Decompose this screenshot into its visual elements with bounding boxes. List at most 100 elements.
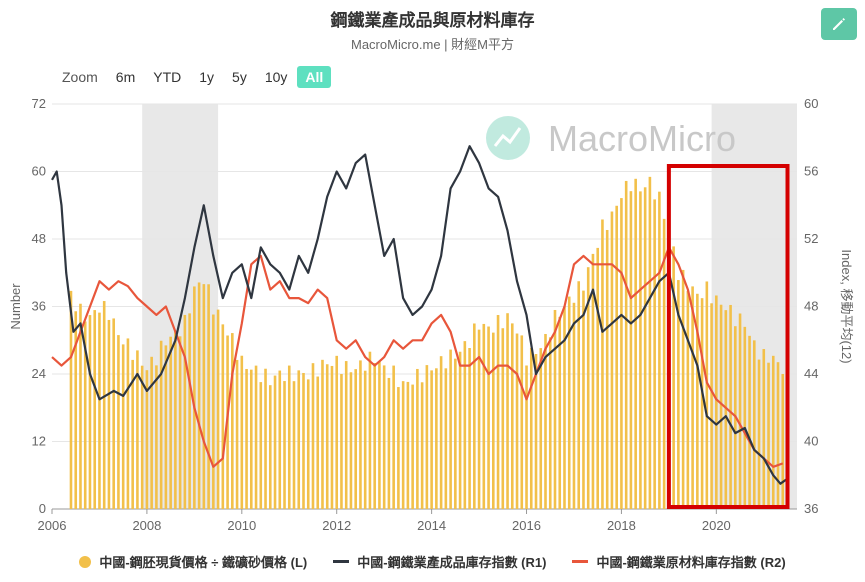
bar xyxy=(677,280,680,509)
bar xyxy=(159,340,163,509)
bar xyxy=(520,335,524,509)
zoom-label: Zoom xyxy=(62,69,98,85)
zoom-bar: Zoom 6m YTD 1y 5y 10y All xyxy=(62,66,333,88)
pencil-icon xyxy=(833,18,845,30)
legend: 中國-鋼胚現貨價格 ÷ 鐵礦砂價格 (L) 中國-鋼鐵業產成品庫存指數 (R1)… xyxy=(0,552,865,571)
bar xyxy=(212,314,215,509)
bar xyxy=(207,284,210,509)
bar xyxy=(605,229,609,509)
bar xyxy=(368,351,372,509)
bar xyxy=(496,315,500,509)
bar xyxy=(634,178,637,509)
bar xyxy=(548,337,552,509)
edit-button[interactable] xyxy=(821,8,857,40)
bar xyxy=(164,345,168,509)
bar xyxy=(672,246,675,509)
bar xyxy=(771,355,775,509)
bar xyxy=(567,296,571,509)
bar xyxy=(492,332,495,509)
y-left-tick-label: 0 xyxy=(39,501,46,516)
bar xyxy=(74,311,78,509)
bar xyxy=(344,361,348,509)
bar xyxy=(435,368,438,509)
bar xyxy=(107,319,111,509)
bar xyxy=(473,323,476,509)
bar xyxy=(757,359,761,509)
bar xyxy=(468,348,471,509)
bar xyxy=(287,365,291,509)
zoom-10y-button[interactable]: 10y xyxy=(264,69,288,85)
legend-item-r2[interactable]: 中國-鋼鐵業原材料庫存指數 (R2) xyxy=(572,552,786,571)
bar xyxy=(501,328,505,509)
bar xyxy=(197,282,201,509)
bar xyxy=(539,348,543,509)
bar xyxy=(359,360,362,509)
bar xyxy=(553,309,557,509)
bar xyxy=(392,365,395,509)
bar xyxy=(738,313,742,509)
bar xyxy=(620,198,623,509)
bar xyxy=(643,187,647,510)
bar xyxy=(458,351,462,509)
bar xyxy=(724,310,728,509)
bar xyxy=(193,286,196,509)
zoom-6m-button[interactable]: 6m xyxy=(115,69,136,85)
bar xyxy=(145,370,149,509)
bar xyxy=(710,303,713,509)
bar xyxy=(752,340,756,509)
bar xyxy=(235,359,239,509)
bar xyxy=(311,363,315,509)
legend-label-r2: 中國-鋼鐵業原材料庫存指數 (R2) xyxy=(596,555,786,570)
bar xyxy=(572,302,576,509)
y-right-tick-label: 48 xyxy=(804,299,818,314)
legend-item-r1[interactable]: 中國-鋼鐵業產成品庫存指數 (R1) xyxy=(333,552,546,571)
bar xyxy=(183,314,187,509)
watermark-trend-icon xyxy=(493,127,522,147)
bar xyxy=(354,369,357,509)
zoom-5y-button[interactable]: 5y xyxy=(232,69,247,85)
bar xyxy=(615,205,618,509)
bar xyxy=(586,267,590,509)
legend-item-bars[interactable]: 中國-鋼胚現貨價格 ÷ 鐵礦砂價格 (L) xyxy=(79,552,307,571)
bar xyxy=(686,290,690,509)
bar xyxy=(188,313,191,509)
y-left-tick-label: 72 xyxy=(32,96,46,111)
bar xyxy=(544,333,547,509)
bar xyxy=(776,362,780,509)
x-tick-label: 2006 xyxy=(38,518,67,533)
bar xyxy=(529,347,533,509)
zoom-ytd-button[interactable]: YTD xyxy=(153,69,182,85)
watermark-logo: MacroMicro xyxy=(486,116,736,160)
x-tick-label: 2010 xyxy=(227,518,256,533)
bar xyxy=(93,310,97,509)
bar xyxy=(98,312,101,509)
bar xyxy=(335,355,339,509)
bar xyxy=(264,368,267,509)
zoom-1y-button[interactable]: 1y xyxy=(199,69,215,85)
bar xyxy=(696,293,699,509)
bar xyxy=(273,375,277,509)
bar xyxy=(411,384,414,509)
zoom-all-button[interactable]: All xyxy=(297,66,332,88)
bar xyxy=(729,304,732,509)
bar xyxy=(762,349,766,509)
bar xyxy=(397,387,400,509)
bar xyxy=(325,364,329,509)
bar xyxy=(169,336,172,509)
bar xyxy=(121,344,125,509)
bar xyxy=(591,253,595,509)
bar xyxy=(126,338,130,509)
bar xyxy=(240,355,244,509)
bar xyxy=(174,330,177,509)
legend-bar-swatch xyxy=(79,555,92,568)
bar xyxy=(563,306,566,509)
y-right-tick-label: 40 xyxy=(804,434,818,449)
y-right-tick-label: 52 xyxy=(804,231,818,246)
bar xyxy=(510,323,514,509)
x-tick-label: 2018 xyxy=(607,518,636,533)
bar xyxy=(430,370,433,509)
chart-subtitle: MacroMicro.me | 財經M平方 xyxy=(351,37,514,52)
bar xyxy=(648,176,652,509)
bar xyxy=(705,281,709,509)
legend-r2-swatch xyxy=(572,560,589,563)
